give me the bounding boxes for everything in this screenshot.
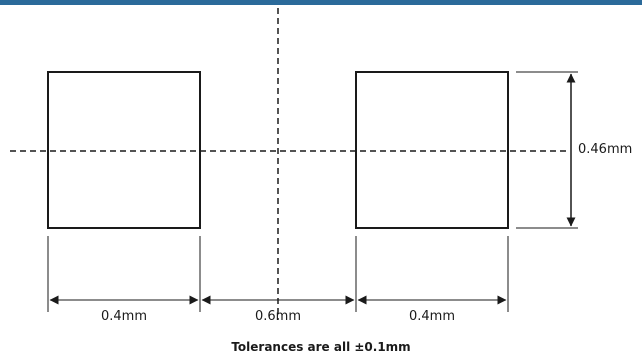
right-pad [355, 71, 509, 229]
label-right-pad-width: 0.4mm [409, 309, 455, 324]
label-left-pad-width: 0.4mm [101, 309, 147, 324]
header-bar [0, 0, 642, 5]
left-pad [47, 71, 201, 229]
tolerance-caption: Tolerances are all ±0.1mm [231, 340, 411, 354]
label-pad-height: 0.46mm [578, 142, 632, 157]
label-pad-gap: 0.6mm [255, 309, 301, 324]
